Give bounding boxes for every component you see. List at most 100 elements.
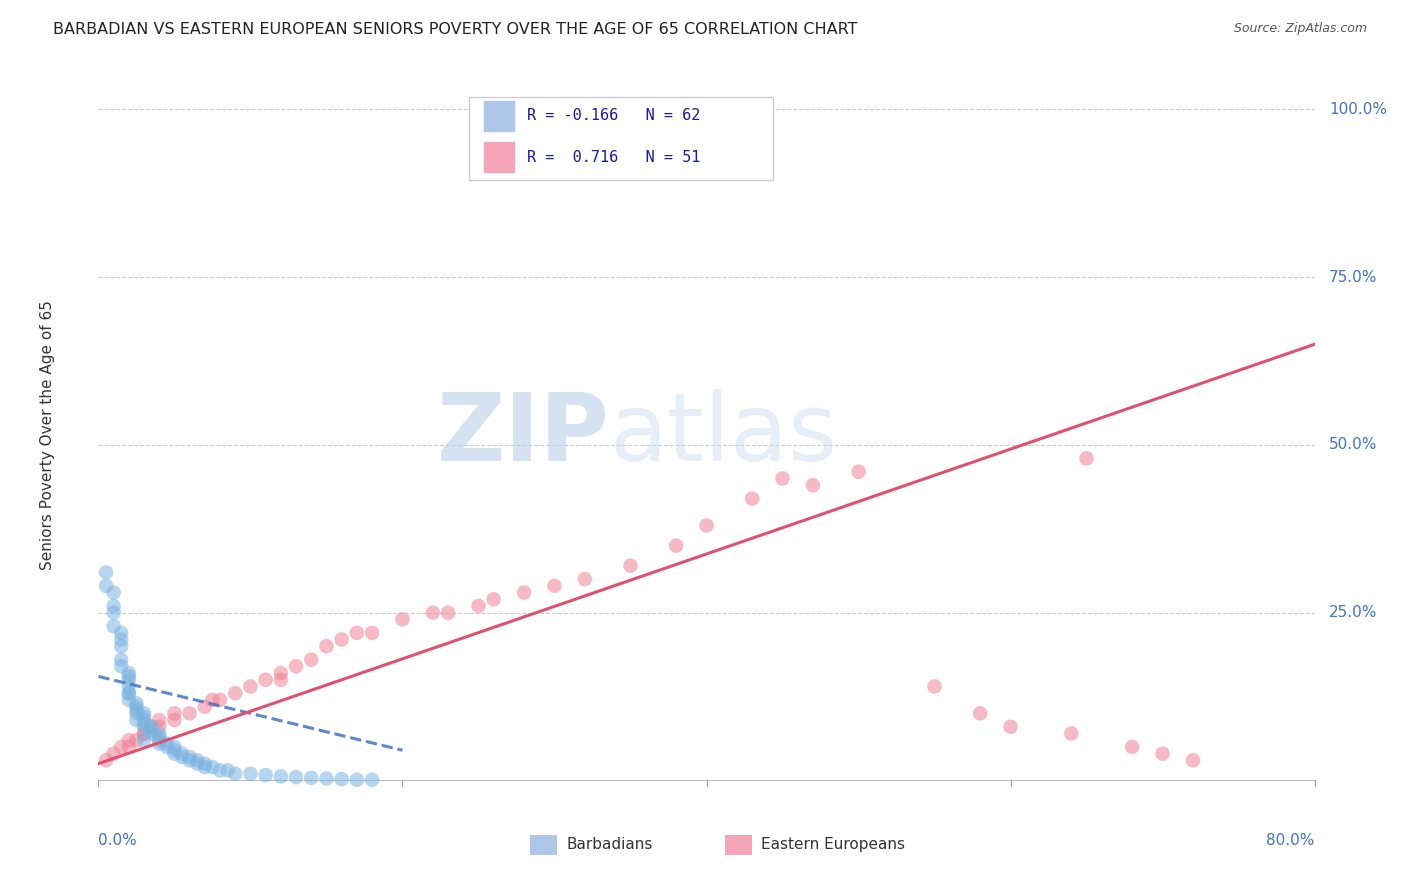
Point: [132, 726, 155, 740]
Text: 0.0%: 0.0%: [98, 833, 138, 848]
Text: Barbadians: Barbadians: [567, 838, 652, 853]
Point: [224, 686, 246, 700]
Point: [467, 599, 489, 613]
Bar: [484, 101, 515, 131]
Point: [132, 720, 155, 734]
Point: [125, 706, 148, 721]
Point: [696, 518, 718, 533]
Point: [132, 733, 155, 747]
Point: [299, 653, 322, 667]
Point: [285, 770, 308, 784]
Point: [118, 686, 141, 700]
Point: [391, 612, 413, 626]
Point: [315, 772, 337, 786]
Point: [103, 619, 125, 633]
Point: [170, 747, 193, 761]
Point: [254, 673, 277, 687]
Point: [118, 669, 141, 683]
Point: [924, 680, 946, 694]
Point: [194, 699, 217, 714]
Point: [330, 632, 353, 647]
Point: [118, 673, 141, 687]
Point: [741, 491, 763, 506]
Point: [270, 673, 292, 687]
Point: [118, 686, 141, 700]
Point: [270, 666, 292, 681]
Point: [156, 737, 179, 751]
Text: Seniors Poverty Over the Age of 65: Seniors Poverty Over the Age of 65: [39, 300, 55, 570]
Point: [201, 760, 224, 774]
Point: [969, 706, 991, 721]
Text: Eastern Europeans: Eastern Europeans: [761, 838, 905, 853]
Point: [772, 471, 794, 485]
Text: 75.0%: 75.0%: [1329, 269, 1378, 285]
Point: [1121, 739, 1143, 754]
Text: 50.0%: 50.0%: [1329, 437, 1378, 452]
Point: [361, 625, 384, 640]
Text: ZIP: ZIP: [436, 389, 609, 481]
Point: [103, 599, 125, 613]
Point: [361, 772, 384, 787]
Point: [574, 572, 596, 586]
Point: [156, 739, 179, 754]
Point: [330, 772, 353, 786]
Point: [141, 726, 163, 740]
Point: [118, 739, 141, 754]
Point: [110, 625, 132, 640]
Point: [132, 706, 155, 721]
Point: [1182, 753, 1205, 767]
Point: [422, 606, 444, 620]
Point: [118, 666, 141, 681]
Point: [125, 703, 148, 717]
Point: [110, 632, 132, 647]
Point: [125, 699, 148, 714]
Point: [141, 723, 163, 738]
Point: [315, 639, 337, 653]
Point: [254, 768, 277, 782]
Point: [94, 566, 117, 580]
Point: [194, 760, 217, 774]
Text: 25.0%: 25.0%: [1329, 605, 1378, 620]
Point: [482, 592, 505, 607]
Point: [103, 747, 125, 761]
Point: [209, 764, 232, 778]
Point: [665, 539, 688, 553]
Bar: [530, 835, 557, 855]
Point: [110, 639, 132, 653]
Point: [186, 753, 208, 767]
Point: [148, 730, 170, 744]
Point: [132, 709, 155, 723]
Point: [110, 739, 132, 754]
Point: [346, 772, 368, 787]
Point: [224, 766, 246, 780]
Point: [848, 465, 870, 479]
Point: [801, 478, 824, 492]
Point: [118, 733, 141, 747]
Point: [209, 693, 232, 707]
Point: [103, 585, 125, 599]
Point: [94, 579, 117, 593]
Text: Source: ZipAtlas.com: Source: ZipAtlas.com: [1233, 22, 1367, 36]
Point: [1076, 451, 1098, 466]
Point: [170, 750, 193, 764]
Point: [132, 726, 155, 740]
Bar: [470, 97, 773, 180]
Point: [125, 733, 148, 747]
Point: [141, 720, 163, 734]
Text: 80.0%: 80.0%: [1267, 833, 1315, 848]
Text: BARBADIAN VS EASTERN EUROPEAN SENIORS POVERTY OVER THE AGE OF 65 CORRELATION CHA: BARBADIAN VS EASTERN EUROPEAN SENIORS PO…: [53, 22, 858, 37]
Point: [118, 693, 141, 707]
Point: [1060, 726, 1083, 740]
Point: [163, 713, 186, 727]
Point: [163, 747, 186, 761]
Point: [94, 753, 117, 767]
Point: [437, 606, 460, 620]
Point: [148, 720, 170, 734]
Point: [110, 653, 132, 667]
Point: [132, 716, 155, 731]
Point: [239, 766, 262, 780]
Text: atlas: atlas: [609, 389, 838, 481]
Point: [110, 659, 132, 673]
Point: [513, 585, 536, 599]
Point: [239, 680, 262, 694]
